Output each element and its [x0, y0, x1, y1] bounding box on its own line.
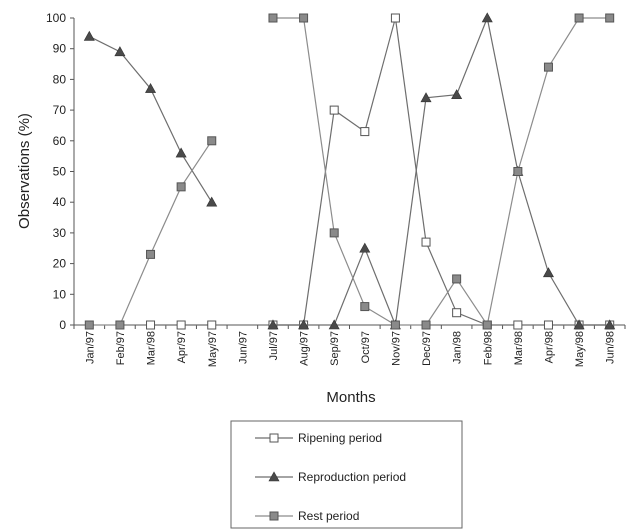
data-point	[146, 249, 156, 259]
y-tick-label: 90	[53, 42, 67, 56]
data-point	[83, 30, 95, 41]
y-tick-label: 40	[53, 195, 67, 209]
data-point	[114, 46, 126, 57]
data-point	[175, 147, 187, 158]
data-point	[513, 167, 523, 176]
x-tick-label: Oct/97	[360, 331, 372, 363]
data-point	[298, 319, 310, 330]
x-tick-label: Mar/98	[513, 331, 525, 365]
data-point	[421, 237, 431, 247]
data-point	[176, 182, 186, 192]
x-tick-label: Jul/97	[268, 331, 280, 360]
data-point	[299, 13, 309, 23]
x-tick-label: Apr/97	[176, 331, 188, 363]
y-axis-ticks: 0 10 20 30 40 50 60 70 80 90 100	[46, 11, 74, 332]
data-point	[421, 320, 431, 330]
data-point	[452, 308, 462, 318]
series-line	[89, 35, 213, 203]
x-tick-label: Aug/97	[299, 331, 311, 366]
x-tick-label: Jun/97	[237, 331, 249, 364]
data-point	[542, 267, 554, 278]
y-tick-label: 60	[53, 134, 67, 148]
x-tick-label: Dec/97	[421, 331, 433, 366]
data-point	[574, 13, 584, 23]
y-tick-label: 50	[53, 165, 67, 179]
data-point	[513, 320, 523, 330]
data-point	[605, 13, 615, 23]
x-tick-label: Jun/98	[605, 331, 617, 364]
data-point	[268, 13, 278, 23]
x-tick-label: May/97	[207, 331, 219, 367]
data-point	[390, 320, 400, 330]
x-axis-title: Months	[326, 389, 375, 406]
data-point	[176, 320, 186, 330]
data-point	[206, 196, 218, 207]
legend: Ripening period Reproduction period Rest p…	[230, 420, 463, 529]
data-point	[359, 242, 371, 253]
y-tick-label: 30	[53, 226, 67, 240]
y-tick-label: 100	[46, 11, 66, 25]
data-point	[115, 320, 125, 330]
series-line	[272, 15, 610, 328]
data-point	[329, 228, 339, 238]
data-point	[390, 13, 400, 23]
x-tick-label: Sep/97	[329, 331, 341, 366]
y-tick-label: 70	[53, 103, 67, 117]
data-point	[573, 319, 585, 330]
legend-label: Reproduction period	[298, 470, 406, 484]
y-tick-label: 10	[53, 287, 67, 301]
legend-marker	[269, 511, 279, 521]
data-point	[328, 319, 340, 330]
series-line	[272, 17, 610, 326]
legend-marker	[268, 471, 280, 482]
x-tick-label: Mar/98	[146, 331, 158, 365]
legend-items: Ripening period Reproduction period Rest p…	[255, 431, 406, 523]
series-2	[84, 13, 615, 330]
legend-label: Ripening period	[298, 431, 382, 445]
data-point	[451, 89, 463, 100]
series-layer	[83, 12, 616, 330]
x-tick-label: Nov/97	[390, 331, 402, 366]
series-0	[146, 13, 615, 330]
y-axis-title: Observations (%)	[16, 113, 33, 229]
data-point	[360, 302, 370, 312]
y-tick-label: 80	[53, 72, 67, 86]
data-point	[267, 319, 279, 330]
data-point	[482, 320, 492, 330]
data-point	[604, 319, 616, 330]
x-tick-label: Jan/97	[84, 331, 96, 364]
series-line	[89, 140, 213, 326]
x-tick-label: Feb/97	[115, 331, 127, 365]
x-axis-ticks: Jan/97 Feb/97 Mar/98 Apr/97 May/97 Jun/97 Jul/…	[73, 325, 626, 367]
x-tick-label: Jan/98	[452, 331, 464, 364]
y-tick-label: 20	[53, 257, 67, 271]
x-tick-label: Feb/98	[482, 331, 494, 365]
y-tick-label: 0	[59, 318, 66, 332]
data-point	[420, 92, 432, 103]
series-1	[83, 12, 616, 330]
data-point	[84, 320, 94, 330]
data-point	[481, 12, 493, 23]
x-tick-label: Apr/98	[543, 331, 555, 363]
data-point	[452, 274, 462, 284]
data-point	[207, 136, 217, 146]
legend-marker	[269, 433, 279, 443]
legend-label: Rest period	[298, 509, 359, 523]
data-point	[329, 105, 339, 115]
data-point	[360, 127, 370, 137]
data-point	[145, 82, 157, 93]
data-point	[543, 62, 553, 72]
x-tick-label: May/98	[574, 331, 586, 367]
data-point	[543, 320, 553, 330]
series-line	[272, 17, 610, 327]
data-point	[207, 320, 217, 330]
data-point	[146, 320, 156, 330]
